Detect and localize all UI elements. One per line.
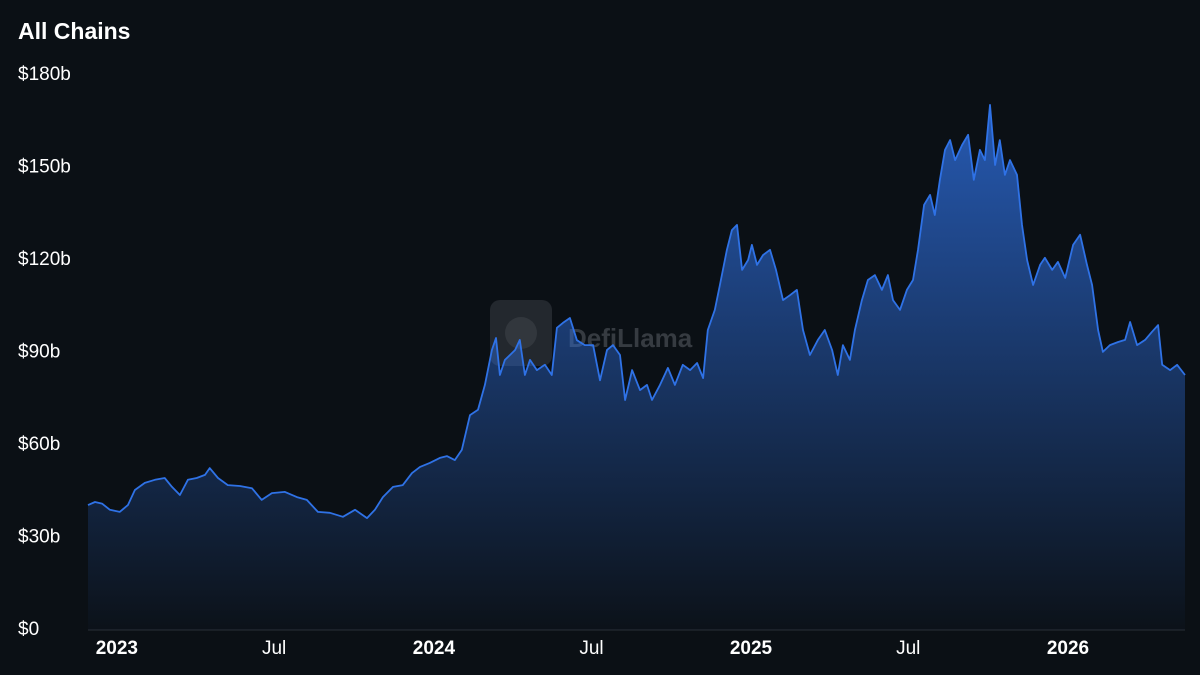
x-tick-label: 2024 xyxy=(413,638,456,659)
x-tick-label: Jul xyxy=(896,638,920,659)
y-tick-label: $180b xyxy=(18,64,71,85)
y-tick-label: $0 xyxy=(18,619,39,640)
y-tick-label: $120b xyxy=(18,249,71,270)
area-fill xyxy=(88,104,1185,630)
x-tick-label: 2023 xyxy=(96,638,138,659)
y-tick-label: $60b xyxy=(18,434,60,455)
x-tick-label: 2025 xyxy=(730,638,773,659)
x-tick-label: Jul xyxy=(262,638,286,659)
y-tick-label: $150b xyxy=(18,157,71,178)
x-tick-label: Jul xyxy=(579,638,603,659)
chart-title: All Chains xyxy=(18,18,130,44)
y-tick-label: $30b xyxy=(18,527,60,548)
y-tick-label: $90b xyxy=(18,342,60,363)
x-tick-label: 2026 xyxy=(1047,638,1089,659)
watermark xyxy=(490,300,552,366)
watermark-logo-face xyxy=(505,317,537,349)
area-line xyxy=(87,104,1186,519)
